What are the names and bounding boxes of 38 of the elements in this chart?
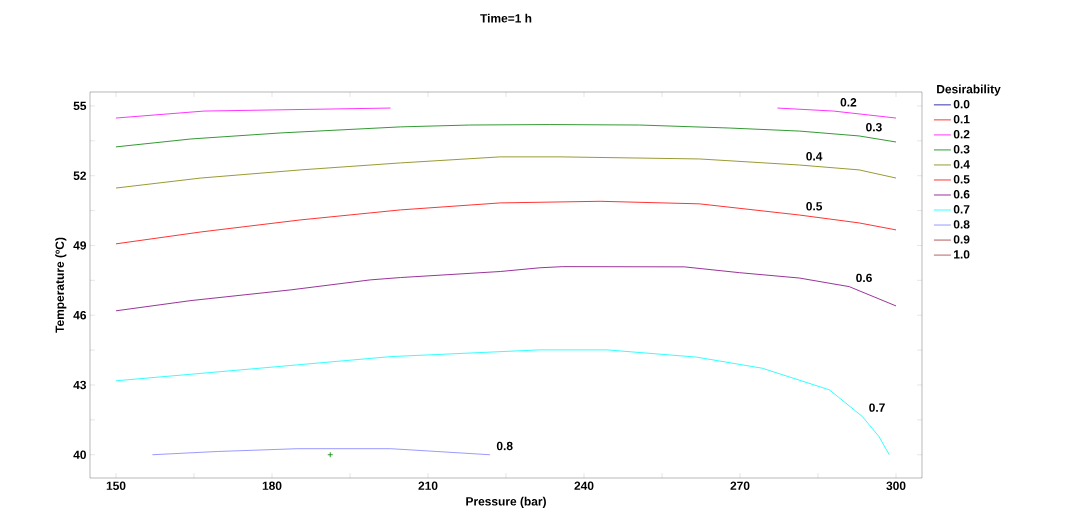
x-tick-label: 150 xyxy=(106,481,126,490)
annotation: 0.3 xyxy=(866,122,882,132)
annotation: 0.2 xyxy=(840,98,857,107)
annotation: 0.4 xyxy=(806,152,823,161)
x-tick-label: 300 xyxy=(886,481,906,491)
annotation: 0.8 xyxy=(496,441,513,451)
legend-label: 0.0 xyxy=(953,99,970,109)
legend-label: 0.5 xyxy=(953,175,970,184)
legend-label: 0.6 xyxy=(953,190,970,199)
y-tick-label: 46 xyxy=(73,311,87,320)
x-tick-label: 210 xyxy=(418,481,438,490)
line-series xyxy=(115,266,897,312)
x-axis-title: Pressure (bar) xyxy=(466,496,546,508)
legend-label: 0.4 xyxy=(953,160,970,169)
line-series xyxy=(115,349,890,456)
legend-label: 0.7 xyxy=(953,205,970,214)
x-tick-label: 270 xyxy=(730,481,750,490)
x-tick-label: 180 xyxy=(262,481,282,490)
x-tick-label: 240 xyxy=(574,481,594,490)
y-tick-label: 40 xyxy=(73,450,86,459)
legend-label: 0.3 xyxy=(953,145,970,154)
legend-label: 0.8 xyxy=(953,220,970,229)
chart-title: Time=1 h xyxy=(480,13,532,23)
annotation: 0.7 xyxy=(869,403,885,412)
y-tick-label: 55 xyxy=(73,101,87,111)
legend-label: 0.9 xyxy=(953,235,970,244)
legend-label: 1.0 xyxy=(954,250,970,259)
annotation: 0.5 xyxy=(806,202,823,211)
line-series xyxy=(115,124,897,148)
y-axis-title: Temperature (ºC) xyxy=(55,237,67,333)
legend-label: 0.1 xyxy=(953,114,970,124)
legend-title: Desirability xyxy=(937,84,1001,96)
y-tick-label: 43 xyxy=(73,380,87,390)
line-series xyxy=(115,200,897,245)
annotation: 0.6 xyxy=(856,273,872,283)
legend-label: 0.2 xyxy=(953,129,970,139)
y-tick-label: 49 xyxy=(73,241,87,250)
y-tick-label: 52 xyxy=(73,171,86,180)
